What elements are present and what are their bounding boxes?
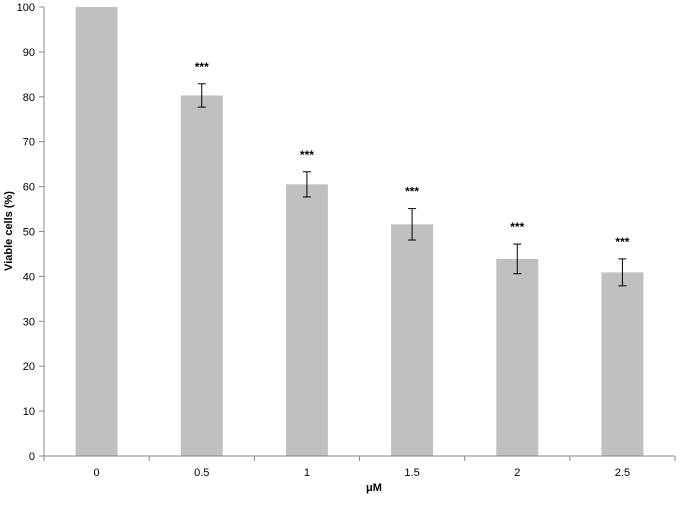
x-axis-ticks: 0 0.5 1 1.5 2 2.5 <box>43 456 676 479</box>
y-tick-label: 70 <box>23 137 35 149</box>
y-tick-label: 20 <box>23 361 35 373</box>
significance-label: *** <box>615 235 629 249</box>
bars <box>75 7 644 457</box>
significance-label: *** <box>195 60 209 74</box>
x-tick-label: 2.5 <box>615 467 630 479</box>
x-tick-label: 0 <box>94 467 100 479</box>
significance-label: *** <box>405 185 419 199</box>
x-tick-label: 0.5 <box>194 467 209 479</box>
axes <box>43 7 675 457</box>
x-axis-title: μM <box>366 482 382 494</box>
y-tick-label: 0 <box>29 451 35 463</box>
y-axis-ticks: 0 10 20 30 40 50 60 70 80 90 100 <box>17 2 44 463</box>
y-tick-label: 30 <box>23 316 35 328</box>
y-tick-label: 80 <box>23 92 35 104</box>
y-tick-label: 40 <box>23 271 35 283</box>
bar <box>496 258 539 456</box>
significance-label: *** <box>300 148 314 162</box>
x-tick-label: 1.5 <box>404 467 419 479</box>
y-tick-label: 60 <box>23 182 35 194</box>
y-tick-label: 10 <box>23 406 35 418</box>
significance-annotations: *** *** *** *** *** <box>195 60 630 249</box>
y-axis-title: Viable cells (%) <box>3 191 15 271</box>
bar <box>180 95 223 456</box>
bar <box>75 7 118 456</box>
bar <box>601 272 644 456</box>
bar <box>391 224 434 456</box>
bar <box>285 184 328 457</box>
x-tick-label: 1 <box>304 467 310 479</box>
x-tick-label: 2 <box>514 467 520 479</box>
error-bars <box>197 83 627 287</box>
y-tick-label: 100 <box>17 2 35 14</box>
y-tick-label: 90 <box>23 47 35 59</box>
y-tick-label: 50 <box>23 227 35 239</box>
significance-label: *** <box>510 220 524 234</box>
